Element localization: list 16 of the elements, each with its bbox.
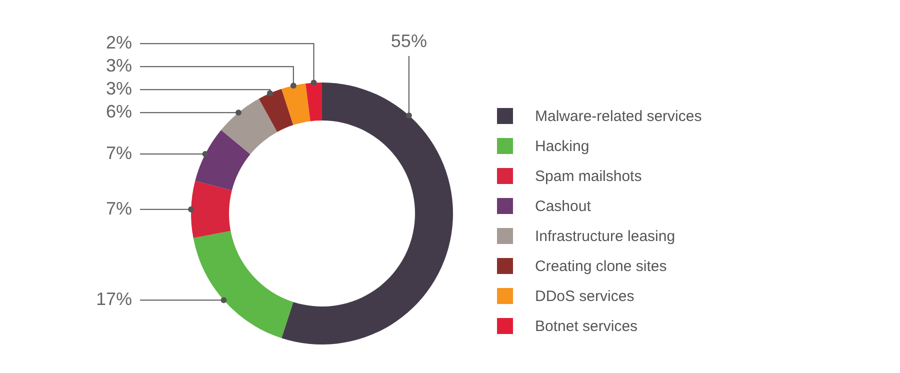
- legend-label: DDoS services: [535, 288, 634, 304]
- legend-label: Spam mailshots: [535, 168, 642, 184]
- data-label: 7%: [106, 198, 132, 218]
- legend-label: Infrastructure leasing: [535, 228, 676, 244]
- data-label: 55%: [390, 30, 427, 51]
- data-label: 17%: [96, 289, 132, 310]
- legend-label: Cashout: [535, 198, 591, 214]
- legend-label: Creating clone sites: [535, 258, 667, 274]
- data-label: 2%: [106, 32, 132, 53]
- data-label: 3%: [106, 56, 132, 76]
- legend-label: Hacking: [535, 138, 590, 154]
- data-label: 6%: [106, 102, 132, 122]
- legend-label: Malware-related services: [535, 108, 702, 124]
- data-label: 7%: [106, 142, 132, 163]
- legend-label: Botnet services: [535, 318, 638, 334]
- data-label: 3%: [106, 78, 132, 99]
